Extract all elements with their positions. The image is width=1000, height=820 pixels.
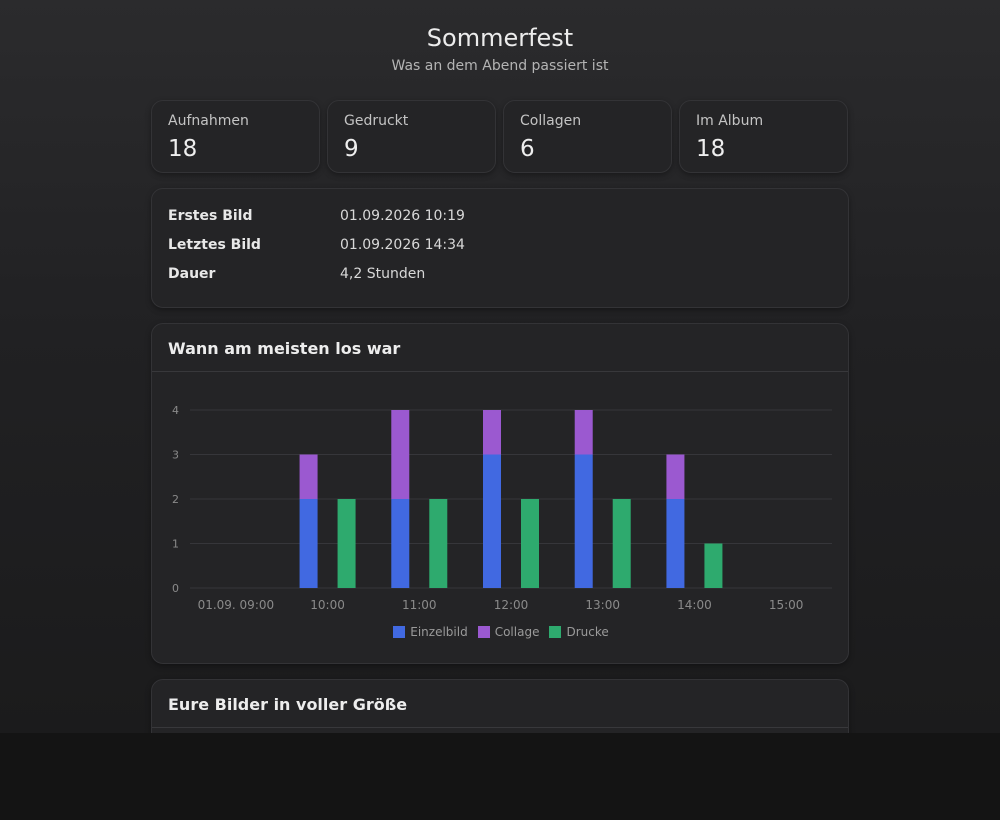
bar-collage (666, 454, 685, 499)
info-value: 01.09.2026 10:19 (340, 208, 465, 224)
page-subtitle: Was an dem Abend passiert ist (391, 58, 609, 74)
bar-einzelbild (483, 454, 501, 588)
x-tick-label: 11:00 (402, 598, 437, 612)
activity-chart: 0 1 2 3 4 01.09. 09:00 10:00 11:00 12:00 13:00 14:… (172, 404, 832, 612)
x-tick-label: 15:00 (769, 598, 804, 612)
page-title: Sommerfest (426, 24, 574, 52)
photos-card-title: Eure Bilder in voller Größe (152, 680, 848, 728)
x-tick-label: 01.09. 09:00 (198, 598, 275, 612)
y-tick-label: 3 (172, 449, 179, 462)
stat-value: 18 (696, 136, 726, 162)
bar-drucke (337, 499, 356, 588)
footer-band (0, 733, 1000, 820)
stat-card-im-album: Im Album 18 (679, 100, 848, 173)
y-tick-label: 0 (172, 582, 179, 595)
info-row-last-image: Letztes Bild 01.09.2026 14:34 (168, 235, 832, 264)
info-row-first-image: Erstes Bild 01.09.2026 10:19 (168, 206, 832, 235)
info-key: Dauer (168, 266, 216, 282)
legend-item-drucke[interactable]: Drucke (549, 625, 609, 639)
stat-value: 6 (520, 136, 535, 162)
x-tick-label: 12:00 (494, 598, 529, 612)
stat-card-gedruckt: Gedruckt 9 (327, 100, 496, 173)
info-key: Erstes Bild (168, 208, 253, 224)
bar-einzelbild (391, 499, 410, 588)
y-tick-label: 4 (172, 404, 179, 417)
bar-einzelbild (666, 499, 685, 588)
stat-label: Gedruckt (344, 113, 409, 129)
x-tick-label: 14:00 (677, 598, 712, 612)
chart-legend: Einzelbild Collage Drucke (152, 625, 850, 639)
stat-label: Aufnahmen (168, 113, 249, 129)
stat-value: 18 (168, 136, 198, 162)
stat-card-collagen: Collagen 6 (503, 100, 672, 173)
stat-card-aufnahmen: Aufnahmen 18 (151, 100, 320, 173)
chart-card-title: Wann am meisten los war (152, 324, 848, 372)
info-key: Letztes Bild (168, 237, 261, 253)
bar-collage (299, 454, 318, 499)
info-value: 01.09.2026 14:34 (340, 237, 465, 253)
info-value: 4,2 Stunden (340, 266, 426, 282)
bar-einzelbild (574, 454, 593, 588)
legend-swatch (393, 626, 406, 638)
bar-drucke (521, 499, 539, 588)
legend-item-collage[interactable]: Collage (477, 625, 540, 639)
bar-drucke (612, 499, 631, 588)
legend-label: Drucke (566, 625, 609, 639)
photos-card: Eure Bilder in voller Größe (151, 679, 849, 733)
page-header: Sommerfest Was an dem Abend passiert ist (0, 22, 1000, 75)
legend-label: Einzelbild (410, 625, 468, 639)
bar-drucke (704, 543, 723, 588)
activity-chart-card: Wann am meisten los war 0 1 2 3 4 01.09. 09:0… (151, 323, 849, 664)
page: Sommerfest Was an dem Abend passiert ist… (0, 0, 1000, 733)
stat-value: 9 (344, 136, 359, 162)
legend-item-einzelbild[interactable]: Einzelbild (393, 625, 468, 639)
legend-swatch (549, 626, 562, 638)
legend-label: Collage (494, 625, 540, 639)
info-row-duration: Dauer 4,2 Stunden (168, 264, 832, 293)
x-tick-label: 13:00 (585, 598, 620, 612)
x-tick-label: 10:00 (310, 598, 345, 612)
bar-einzelbild (299, 499, 318, 588)
y-tick-label: 1 (172, 538, 179, 551)
bar-collage (483, 410, 501, 455)
y-tick-label: 2 (172, 493, 179, 506)
bar-collage (574, 410, 593, 455)
bar-drucke (429, 499, 448, 588)
stat-label: Im Album (696, 113, 764, 129)
stat-label: Collagen (520, 113, 582, 129)
event-info-card: Erstes Bild 01.09.2026 10:19 Letztes Bil… (151, 188, 849, 308)
bar-collage (391, 410, 410, 499)
legend-swatch (477, 626, 490, 638)
